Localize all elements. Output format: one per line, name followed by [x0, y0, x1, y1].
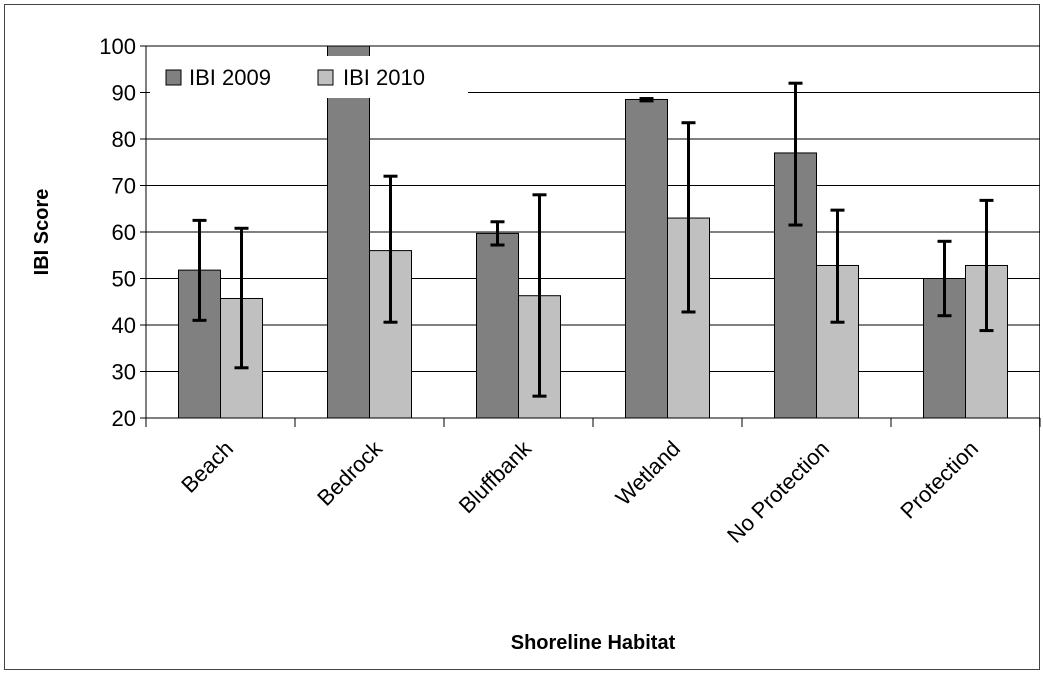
y-tick-label: 60 [112, 220, 136, 245]
y-tick-label: 90 [112, 81, 136, 106]
bar [327, 45, 370, 419]
x-tick-label: Wetland [611, 436, 685, 510]
y-axis-title: IBI Score [31, 189, 53, 276]
legend-swatch-ibi-2010 [317, 69, 334, 86]
x-tick-label: Bluffbank [454, 435, 537, 518]
axes [140, 45, 1041, 427]
bar [476, 232, 519, 419]
legend-label-ibi-2010: IBI 2010 [343, 65, 425, 90]
y-tick-label: 40 [112, 313, 136, 338]
bar [625, 98, 668, 419]
legend-background [150, 56, 468, 98]
y-tick-label: 70 [112, 174, 136, 199]
y-tick-label: 80 [112, 127, 136, 152]
y-tick-label: 100 [99, 34, 136, 59]
error-bars [192, 81, 994, 398]
legend-label-ibi-2009: IBI 2009 [189, 65, 271, 90]
x-tick-label: No Protection [722, 436, 834, 548]
x-tick-label: Bedrock [312, 435, 387, 510]
legend: IBI 2009 IBI 2010 [150, 56, 468, 98]
y-tick-label: 50 [112, 267, 136, 292]
y-tick-label: 30 [112, 360, 136, 385]
legend-swatch-ibi-2009 [165, 69, 182, 86]
gridlines [146, 45, 1040, 372]
x-tick-label: Beach [176, 436, 238, 498]
y-tick-label: 20 [112, 406, 136, 431]
x-tick-label: Protection [895, 436, 983, 524]
x-axis-title: Shoreline Habitat [511, 632, 676, 654]
